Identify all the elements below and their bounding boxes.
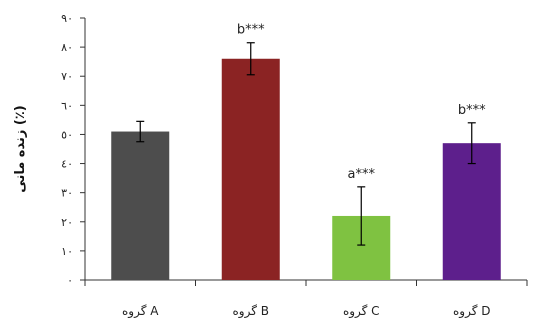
significance-label-3: b*** [458, 103, 486, 118]
bar-0 [111, 131, 170, 280]
category-label-2: گروه C [343, 304, 380, 319]
y-axis-title: زنده مانی (٪) [13, 105, 28, 192]
labels: گروه A b*** گروه B a*** گروه C b*** گروه D [122, 23, 490, 319]
y-axis: ٠ ١٠ ٢٠ ٣٠ ٤٠ ٥٠ ٦٠ ٧٠ ٨٠ ٩٠ [61, 12, 86, 287]
significance-label-2: a*** [348, 167, 376, 182]
y-tick-label: ٤٠ [61, 158, 73, 171]
y-tick-label: ٨٠ [61, 41, 73, 54]
bars [111, 58, 501, 280]
y-axis-title-group: زنده مانی (٪) [13, 105, 28, 192]
category-label-0: گروه A [122, 304, 159, 319]
category-label-1: گروه B [233, 304, 269, 319]
y-tick-label: ٦٠ [61, 99, 73, 112]
y-tick-label: ٥٠ [61, 128, 73, 141]
bar-1 [221, 58, 280, 280]
y-tick-label: ٢٠ [61, 216, 73, 229]
error-bars [136, 42, 476, 246]
y-tick-label: ٣٠ [61, 187, 73, 200]
significance-label-1: b*** [237, 23, 265, 38]
y-tick-label: ٩٠ [61, 12, 73, 25]
y-tick-label: ٧٠ [61, 70, 73, 83]
y-tick-label: ٠ [67, 274, 73, 287]
x-axis [84, 279, 528, 286]
y-tick-label: ١٠ [61, 245, 73, 258]
category-label-3: گروه D [453, 304, 490, 319]
bar-3 [442, 143, 501, 280]
